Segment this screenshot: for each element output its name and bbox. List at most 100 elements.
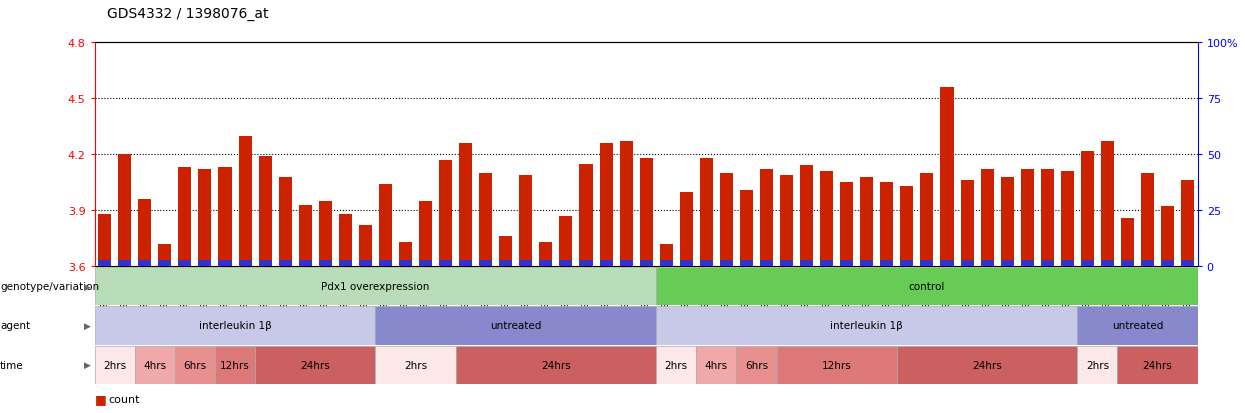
Bar — [759, 261, 773, 266]
Bar — [359, 225, 372, 266]
Bar — [961, 261, 974, 266]
Bar — [279, 177, 291, 266]
Text: 6hrs: 6hrs — [745, 360, 768, 370]
Bar — [539, 242, 553, 266]
Text: count: count — [108, 394, 139, 404]
Bar — [1101, 261, 1114, 266]
Bar — [174, 346, 215, 384]
Bar — [339, 261, 352, 266]
Bar — [961, 181, 974, 266]
Bar — [98, 214, 111, 266]
Bar — [660, 244, 672, 266]
Bar — [178, 261, 192, 266]
Bar — [680, 192, 692, 266]
Text: 2hrs: 2hrs — [403, 360, 427, 370]
Bar — [519, 261, 533, 266]
Bar — [896, 346, 1077, 384]
Bar — [820, 171, 833, 266]
Bar — [158, 244, 172, 266]
Bar — [620, 261, 632, 266]
Bar — [1182, 261, 1194, 266]
Bar — [579, 261, 593, 266]
Bar — [95, 346, 134, 384]
Text: GDS4332 / 1398076_at: GDS4332 / 1398076_at — [107, 7, 269, 21]
Bar — [439, 261, 452, 266]
Bar — [1140, 261, 1154, 266]
Bar — [420, 201, 432, 266]
Text: 4hrs: 4hrs — [705, 360, 728, 370]
Bar — [1077, 346, 1118, 384]
Bar — [459, 144, 472, 266]
Bar — [920, 173, 934, 266]
Bar — [1118, 346, 1198, 384]
Text: ▶: ▶ — [83, 361, 91, 369]
Bar — [700, 159, 713, 266]
Bar — [820, 261, 833, 266]
Text: agent: agent — [0, 320, 30, 331]
Bar — [720, 173, 733, 266]
Bar — [198, 170, 212, 266]
Bar — [720, 261, 733, 266]
Bar — [499, 261, 512, 266]
Text: genotype/variation: genotype/variation — [0, 281, 100, 292]
Bar — [781, 261, 793, 266]
Bar — [1182, 181, 1194, 266]
Bar — [1081, 261, 1094, 266]
Bar — [1001, 261, 1013, 266]
Bar — [880, 183, 894, 266]
Bar — [640, 261, 652, 266]
Bar — [1041, 170, 1053, 266]
Bar — [920, 261, 934, 266]
Text: interleukin 1β: interleukin 1β — [199, 320, 271, 331]
Bar — [1077, 306, 1198, 345]
Bar — [696, 346, 736, 384]
Text: 24hrs: 24hrs — [1143, 360, 1173, 370]
Bar — [1120, 218, 1134, 266]
Bar — [559, 261, 573, 266]
Bar — [215, 346, 255, 384]
Bar — [279, 261, 291, 266]
Bar — [218, 168, 232, 266]
Bar — [198, 261, 212, 266]
Bar — [579, 164, 593, 266]
Bar — [740, 261, 753, 266]
Text: interleukin 1β: interleukin 1β — [830, 320, 903, 331]
Bar — [840, 183, 853, 266]
Bar — [1101, 142, 1114, 266]
Bar — [398, 242, 412, 266]
Bar — [319, 261, 331, 266]
Bar — [680, 261, 692, 266]
Text: ■: ■ — [95, 392, 106, 405]
Text: 2hrs: 2hrs — [103, 360, 126, 370]
Bar — [420, 261, 432, 266]
Bar — [439, 160, 452, 266]
Bar — [376, 346, 456, 384]
Bar — [981, 170, 994, 266]
Bar — [1021, 261, 1033, 266]
Bar — [499, 237, 512, 266]
Bar — [259, 157, 271, 266]
Bar — [801, 261, 813, 266]
Bar — [95, 306, 376, 345]
Bar — [479, 261, 492, 266]
Text: 12hrs: 12hrs — [822, 360, 852, 370]
Bar — [95, 267, 656, 306]
Bar — [539, 261, 553, 266]
Bar — [398, 261, 412, 266]
Bar — [640, 159, 652, 266]
Bar — [158, 261, 172, 266]
Bar — [600, 144, 613, 266]
Bar — [118, 261, 131, 266]
Bar — [519, 175, 533, 266]
Bar — [178, 168, 192, 266]
Text: control: control — [909, 281, 945, 292]
Bar — [1120, 261, 1134, 266]
Bar — [1162, 261, 1174, 266]
Bar — [1061, 171, 1074, 266]
Bar — [801, 166, 813, 266]
Bar — [880, 261, 894, 266]
Text: 2hrs: 2hrs — [1086, 360, 1109, 370]
Text: 24hrs: 24hrs — [542, 360, 570, 370]
Bar — [376, 306, 656, 345]
Bar — [1061, 261, 1074, 266]
